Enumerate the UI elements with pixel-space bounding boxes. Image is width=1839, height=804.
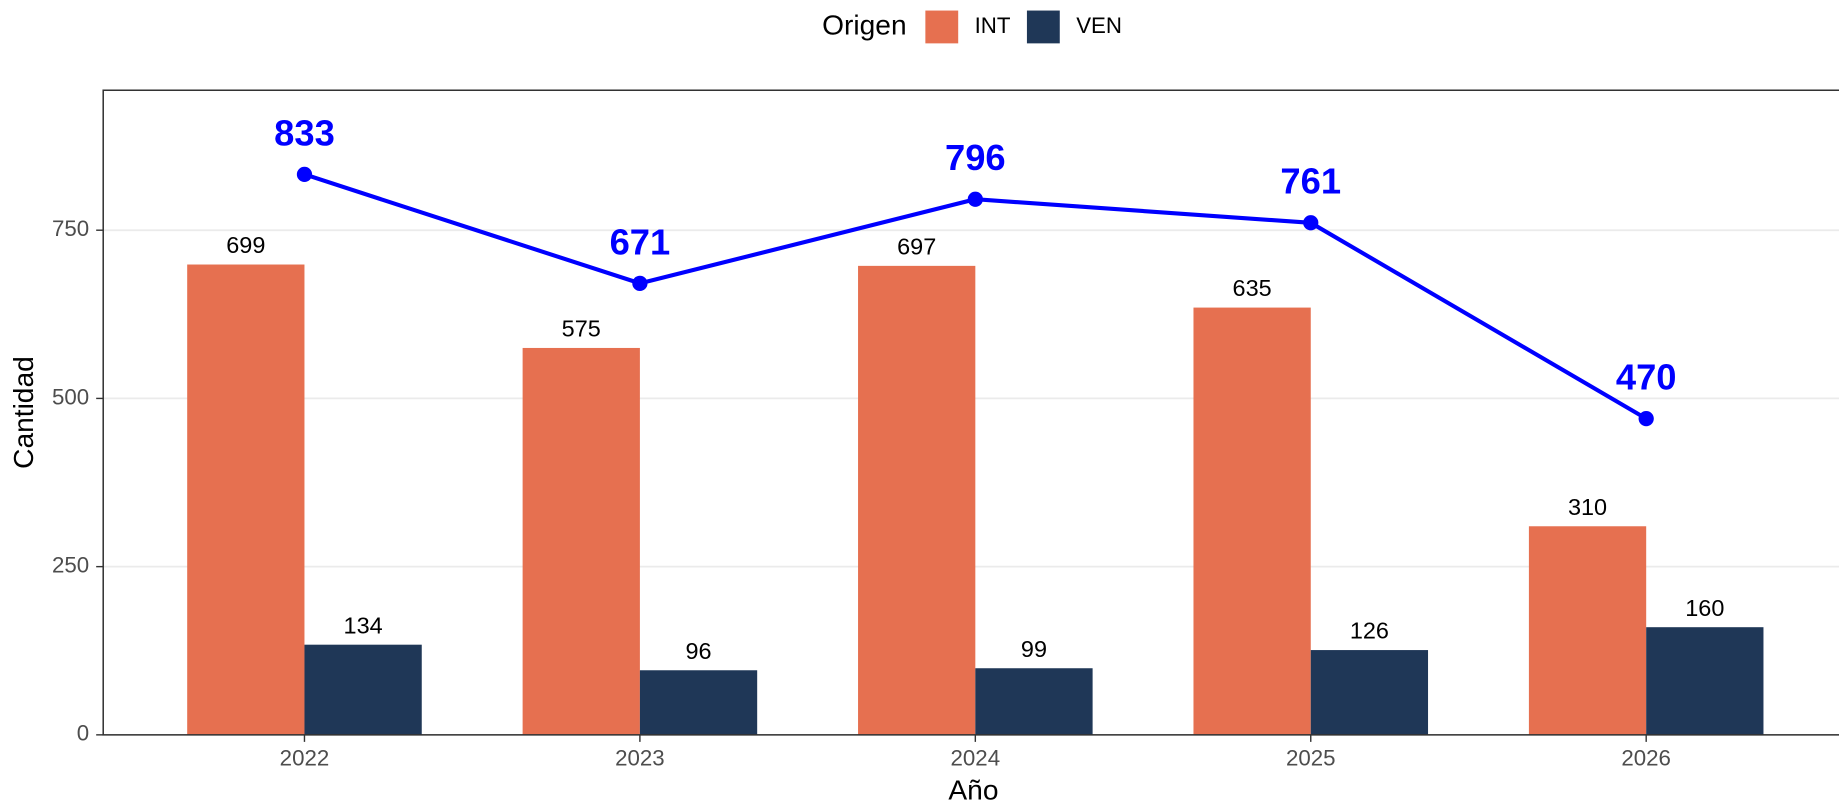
bar: [1646, 627, 1764, 735]
bar: [858, 265, 976, 735]
x-tick-label: 2023: [615, 745, 665, 770]
value-label: 635: [1233, 275, 1272, 301]
value-label: 126: [1350, 618, 1389, 644]
bar: [1528, 526, 1647, 735]
legend-label: VEN: [1076, 13, 1122, 38]
bar: [187, 264, 305, 735]
x-tick-label: 2025: [1286, 745, 1336, 770]
total-point: [1638, 410, 1654, 427]
value-label: 96: [685, 638, 711, 664]
total-label: 833: [274, 112, 335, 153]
total-point: [1303, 215, 1319, 231]
value-label: 160: [1685, 595, 1724, 621]
value-label: 99: [1021, 636, 1047, 662]
total-label: 671: [610, 221, 671, 262]
bar: [975, 668, 1093, 735]
total-point: [296, 166, 313, 182]
bar: [304, 644, 422, 735]
y-axis-label: Cantidad: [8, 356, 39, 469]
bar: [1310, 650, 1429, 735]
y-tick-label: 500: [52, 384, 89, 409]
x-tick-label: 2024: [951, 745, 1001, 770]
value-label: 575: [562, 316, 601, 342]
bar: [639, 670, 758, 735]
value-label: 310: [1568, 494, 1607, 520]
x-tick-label: 2022: [280, 745, 330, 770]
total-label: 796: [945, 137, 1006, 178]
total-label: 761: [1280, 161, 1341, 202]
bar: [1193, 307, 1311, 735]
legend-title: Origen: [822, 9, 906, 40]
total-point: [967, 191, 983, 207]
x-tick-label: 2026: [1621, 745, 1671, 770]
value-label: 134: [344, 612, 383, 638]
bar: [522, 347, 640, 735]
value-label: 699: [226, 232, 265, 258]
x-axis-label: Año: [948, 775, 998, 804]
total-label: 470: [1616, 357, 1677, 398]
legend-swatch: [1026, 10, 1060, 44]
legend-swatch: [925, 10, 959, 44]
y-tick-label: 0: [77, 721, 89, 746]
y-tick-label: 750: [52, 216, 89, 241]
panel-border: [102, 89, 1839, 736]
total-point: [632, 275, 648, 291]
legend-label: INT: [975, 13, 1011, 38]
value-label: 697: [897, 233, 936, 259]
y-tick-label: 250: [52, 553, 89, 578]
